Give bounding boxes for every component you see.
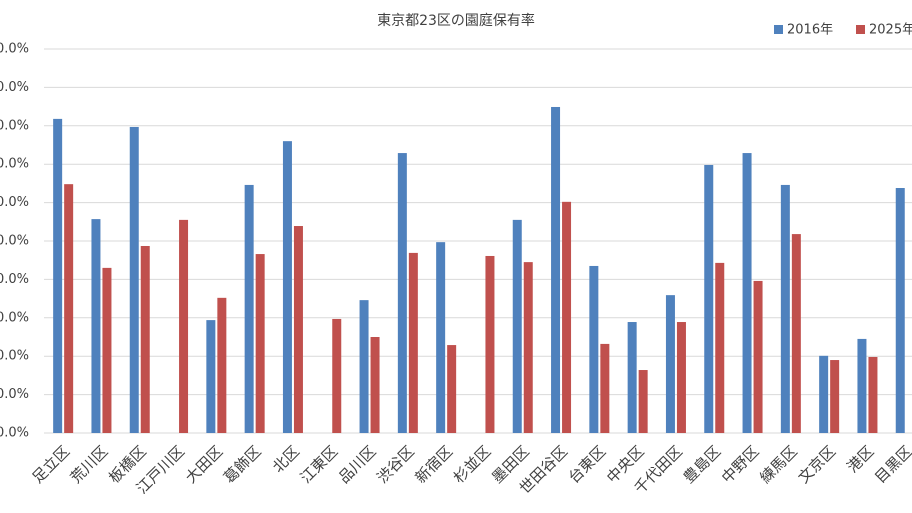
bar — [551, 106, 561, 433]
bar — [600, 343, 610, 433]
bar — [742, 153, 752, 433]
bar — [857, 338, 867, 433]
bar — [397, 153, 407, 433]
legend-label: 2016年 — [787, 23, 833, 38]
x-tick-label: 新宿区 — [412, 442, 457, 487]
bar — [753, 280, 763, 433]
y-tick-label: 0.0% — [0, 426, 29, 441]
bar — [293, 226, 303, 433]
bar — [447, 345, 457, 433]
bar — [359, 300, 369, 433]
bar — [64, 184, 74, 433]
x-tick-label: 目黒区 — [871, 442, 912, 487]
bar — [704, 164, 714, 433]
bar — [370, 337, 380, 433]
bar — [91, 219, 101, 433]
bar — [217, 297, 227, 433]
bar — [895, 188, 905, 433]
bar — [102, 267, 112, 433]
x-tick-label: 中野区 — [718, 442, 763, 487]
y-tick-label: 30.0% — [0, 310, 29, 325]
bar — [627, 322, 637, 433]
bar — [129, 126, 139, 434]
x-tick-label: 北区 — [269, 442, 303, 476]
y-tick-label: 100.0% — [0, 42, 29, 57]
x-tick-label: 港区 — [844, 442, 878, 476]
x-tick-label: 豊島区 — [680, 442, 725, 487]
y-tick-label: 20.0% — [0, 349, 29, 364]
bar — [589, 265, 599, 433]
bar — [140, 245, 150, 433]
bar — [206, 320, 216, 433]
bar — [676, 322, 686, 433]
legend-swatch — [774, 25, 783, 34]
y-tick-label: 50.0% — [0, 234, 29, 249]
bar — [436, 242, 446, 433]
y-tick-label: 70.0% — [0, 157, 29, 172]
bar — [819, 355, 829, 433]
y-tick-label: 10.0% — [0, 387, 29, 402]
legend-label: 2025年 — [869, 23, 912, 38]
x-tick-label: 大田区 — [182, 442, 227, 487]
bar — [665, 295, 675, 433]
x-tick-label: 品川区 — [335, 442, 380, 487]
bar — [244, 184, 254, 433]
y-tick-label: 60.0% — [0, 195, 29, 210]
bar — [791, 234, 801, 433]
x-tick-label: 荒川区 — [67, 442, 112, 487]
bar — [485, 255, 495, 433]
x-tick-label: 杉並区 — [450, 442, 495, 487]
chart-title: 東京都23区の園庭保有率 — [377, 12, 535, 29]
bar — [332, 318, 342, 433]
x-tick-label: 足立区 — [29, 442, 74, 487]
bar — [53, 118, 63, 433]
x-tick-label: 練馬区 — [756, 442, 801, 487]
bar — [715, 262, 725, 433]
x-tick-label: 江東区 — [297, 442, 342, 487]
bar — [523, 262, 533, 433]
x-tick-label: 葛飾区 — [220, 442, 265, 487]
legend-swatch — [856, 25, 865, 34]
bar — [562, 201, 572, 433]
bar — [638, 370, 648, 433]
y-tick-label: 90.0% — [0, 80, 29, 95]
y-tick-label: 80.0% — [0, 118, 29, 133]
x-tick-label: 文京区 — [795, 442, 840, 487]
bar — [830, 360, 840, 433]
bar — [179, 219, 189, 433]
bar — [408, 252, 418, 433]
x-tick-label: 渋谷区 — [373, 442, 418, 487]
bar — [255, 254, 265, 433]
bar — [512, 219, 522, 433]
bar — [868, 356, 878, 433]
x-tick-label: 台東区 — [565, 442, 610, 487]
bar — [282, 141, 292, 433]
y-tick-label: 40.0% — [0, 272, 29, 287]
bar — [780, 184, 790, 433]
